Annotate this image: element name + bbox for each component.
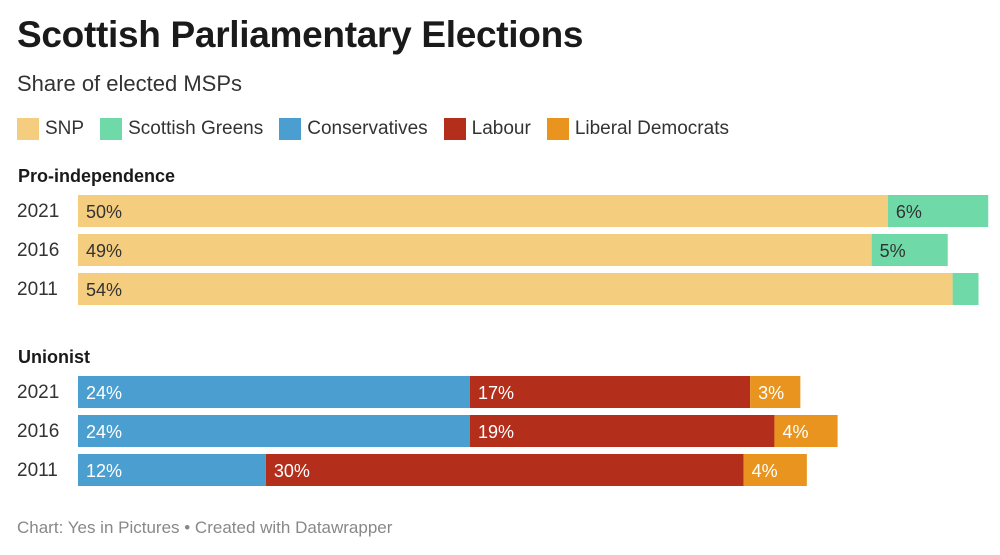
bar-pro-independence-2021-scottish-greens <box>887 195 989 227</box>
bar-unionist-2016-liberal-democrats <box>774 415 838 447</box>
legend-item-labour: Labour <box>443 118 531 140</box>
legend-swatch-liberal-democrats <box>546 118 569 140</box>
legend-swatch-conservatives <box>279 118 302 140</box>
bar-pro-independence-2011-scottish-greens <box>952 273 979 305</box>
legend-label-liberal-democrats: Liberal Democrats <box>574 118 729 139</box>
bar-label-unionist-2011-labour: 30% <box>274 461 310 481</box>
bar-label-unionist-2021-liberal-democrats: 3% <box>758 383 784 403</box>
bar-label-unionist-2021-labour: 17% <box>478 383 514 403</box>
legend-swatch-snp <box>17 118 39 140</box>
bar-unionist-2021-conservatives <box>78 376 470 408</box>
legend-item-scottish-greens: Scottish Greens <box>100 118 263 140</box>
bar-label-unionist-2021-conservatives: 24% <box>86 383 122 403</box>
bar-unionist-2011-labour <box>265 454 744 486</box>
legend-item-conservatives: Conservatives <box>279 118 428 140</box>
bar-pro-independence-2016-scottish-greens <box>871 234 948 266</box>
legend-label-snp: SNP <box>45 118 85 139</box>
year-label-2021: 2021 <box>17 201 59 222</box>
bar-label-unionist-2011-conservatives: 12% <box>86 461 122 481</box>
legend-item-liberal-democrats: Liberal Democrats <box>546 118 729 140</box>
year-label-2021: 2021 <box>17 382 59 403</box>
group-label-pro-independence: Pro-independence <box>18 166 175 186</box>
bar-pro-independence-2011-snp <box>78 273 953 305</box>
legend-swatch-scottish-greens <box>100 118 123 140</box>
legend: SNP Scottish Greens Conservatives Labour… <box>17 118 745 140</box>
bar-label-unionist-2016-labour: 19% <box>478 422 514 442</box>
bar-label-pro-independence-2021-scottish-greens: 6% <box>896 202 922 222</box>
bar-pro-independence-2016-snp <box>78 234 872 266</box>
bar-label-pro-independence-2016-snp: 49% <box>86 241 122 261</box>
bar-unionist-2021-liberal-democrats <box>750 376 801 408</box>
year-label-2011: 2011 <box>17 460 58 481</box>
bar-unionist-2011-liberal-democrats <box>743 454 807 486</box>
bar-pro-independence-2021-snp <box>78 195 888 227</box>
legend-label-conservatives: Conservatives <box>307 118 428 139</box>
group-label-unionist: Unionist <box>18 347 90 367</box>
year-label-2016: 2016 <box>17 421 59 442</box>
legend-label-labour: Labour <box>471 118 531 139</box>
year-label-2016: 2016 <box>17 240 59 261</box>
chart-subtitle: Share of elected MSPs <box>17 71 243 96</box>
chart-title: Scottish Parliamentary Elections <box>17 14 584 55</box>
bar-label-unionist-2016-liberal-democrats: 4% <box>782 422 808 442</box>
bar-unionist-2016-labour <box>469 415 775 447</box>
legend-swatch-labour <box>443 118 466 140</box>
bar-label-unionist-2011-liberal-democrats: 4% <box>752 461 778 481</box>
bar-unionist-2016-conservatives <box>78 415 470 447</box>
chart-footer: Chart: Yes in Pictures • Created with Da… <box>17 518 393 537</box>
bar-unionist-2021-labour <box>469 376 751 408</box>
legend-item-snp: SNP <box>17 118 84 140</box>
bar-label-unionist-2016-conservatives: 24% <box>86 422 122 442</box>
bar-label-pro-independence-2021-snp: 50% <box>86 202 122 222</box>
year-label-2011: 2011 <box>17 279 58 300</box>
bar-label-pro-independence-2011-snp: 54% <box>86 280 122 300</box>
bar-label-pro-independence-2016-scottish-greens: 5% <box>880 241 906 261</box>
bar-unionist-2011-conservatives <box>78 454 266 486</box>
legend-label-scottish-greens: Scottish Greens <box>128 118 264 139</box>
